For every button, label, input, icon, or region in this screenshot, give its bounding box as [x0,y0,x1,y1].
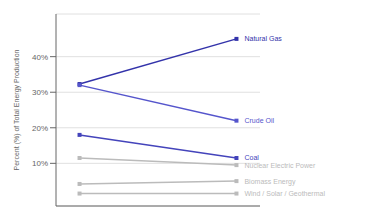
svg-text:Crude Oil: Crude Oil [244,117,274,124]
svg-text:Biomass Energy: Biomass Energy [244,178,295,186]
svg-text:10%: 10% [32,159,48,168]
svg-text:20%: 20% [32,124,48,133]
svg-text:40%: 40% [32,53,48,62]
svg-text:Nuclear Electric Power: Nuclear Electric Power [244,162,315,169]
svg-text:Coal: Coal [244,154,259,161]
svg-text:Percent (%) of Total Energy Pr: Percent (%) of Total Energy Production [13,49,21,170]
svg-text:30%: 30% [32,88,48,97]
svg-text:Wind / Solar / Geothermal: Wind / Solar / Geothermal [244,190,325,197]
svg-text:Natural Gas: Natural Gas [244,35,282,42]
